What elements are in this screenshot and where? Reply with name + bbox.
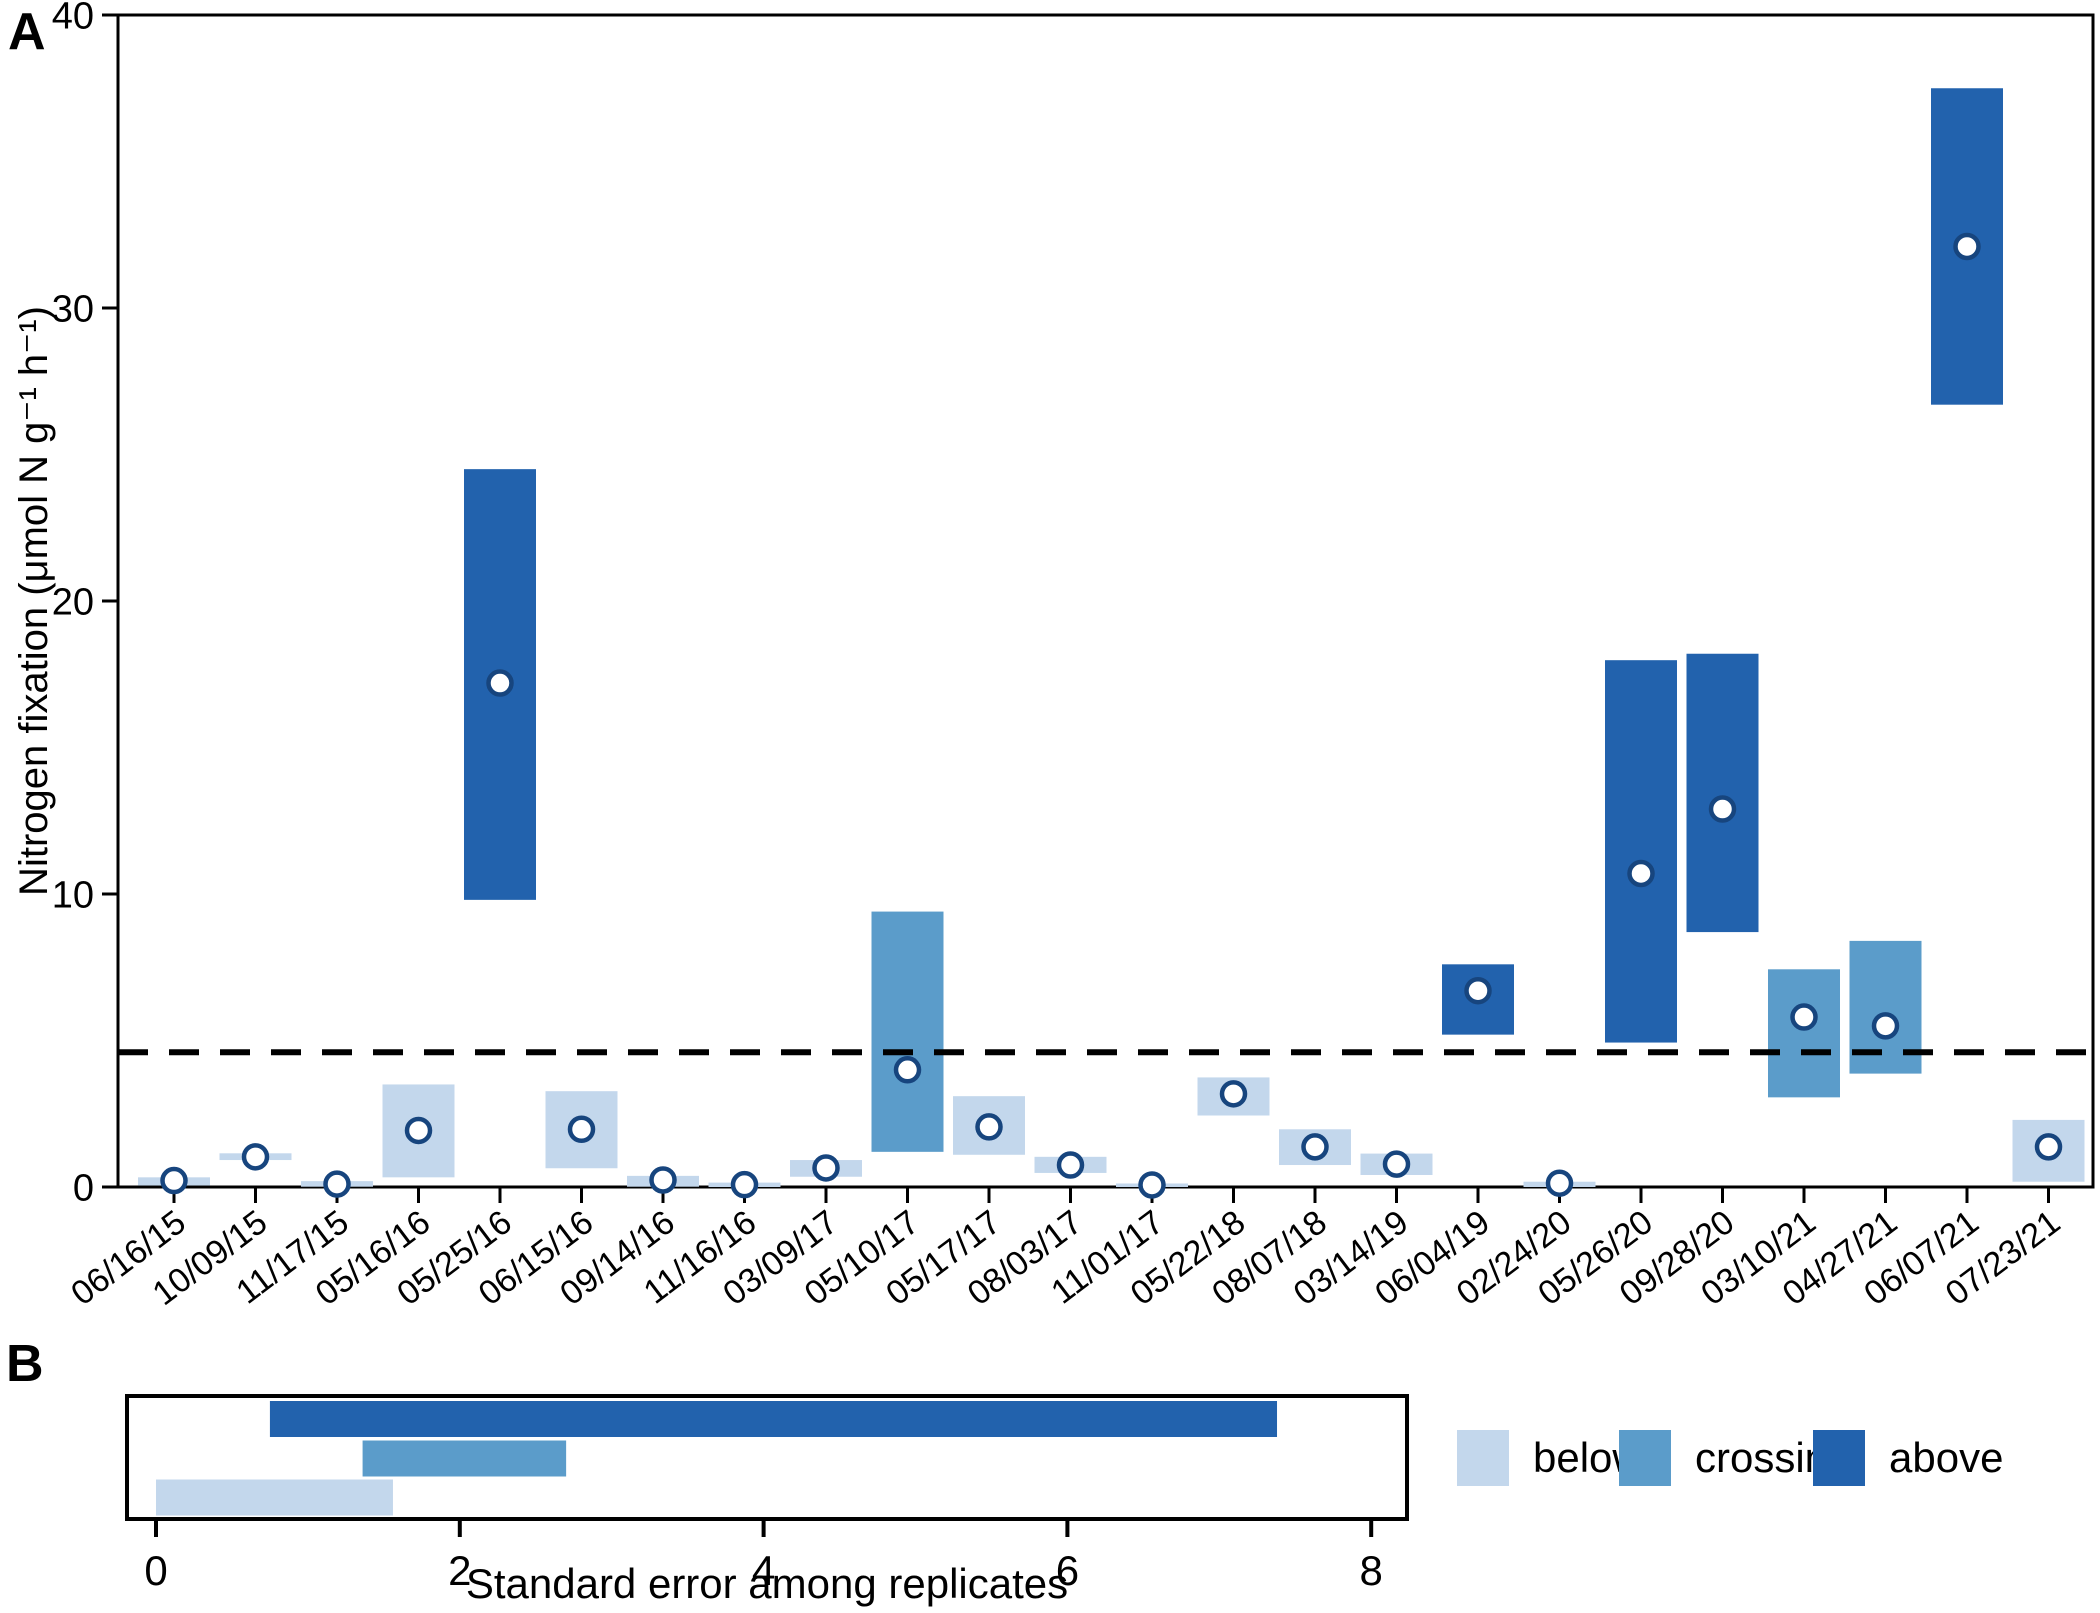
mean-point-1: [241, 1143, 270, 1171]
se-bar-below: [156, 1479, 393, 1516]
panel-b-frame: [125, 1394, 1409, 1521]
range-bar-18: [1605, 660, 1677, 1043]
mean-point-11: [1056, 1151, 1085, 1179]
panel-a-y-tick-label: 30: [52, 288, 94, 330]
panel-b-x-axis-label: Standard error among replicates: [465, 1560, 1069, 1607]
mean-point-20: [1790, 1003, 1818, 1031]
mean-point-4: [486, 669, 514, 697]
range-bar-9: [871, 911, 944, 1152]
panel-b-x-tick-label: 2: [448, 1547, 471, 1594]
legend-swatch-above-icon: [1813, 1430, 1865, 1486]
panel-a-label: A: [8, 3, 46, 61]
mean-point-16: [1464, 976, 1492, 1005]
mean-point-21: [1871, 1012, 1900, 1040]
mean-point-7: [730, 1170, 759, 1199]
range-bar-20: [1768, 969, 1840, 1098]
mean-point-15: [1382, 1150, 1411, 1178]
panel-a-y-axis-label: Nitrogen fixation (μmol N g⁻¹ h⁻¹): [12, 306, 56, 896]
panel-a-y-tick-label: 10: [52, 874, 94, 916]
range-bar-19: [1686, 653, 1759, 933]
mean-point-12: [1138, 1171, 1166, 1199]
mean-point-0: [160, 1166, 188, 1195]
mean-point-8: [812, 1154, 840, 1182]
panel-a-y-tick-label: 0: [73, 1167, 94, 1209]
mean-point-9: [893, 1056, 922, 1084]
legend-swatch-crossing-icon: [1619, 1430, 1671, 1486]
legend-swatch-below-icon: [1457, 1430, 1509, 1486]
mean-point-23: [2034, 1133, 2063, 1161]
se-bar-crossing: [362, 1440, 567, 1477]
mean-point-10: [975, 1113, 1003, 1141]
panel-b-x-tick-label: 4: [752, 1547, 775, 1594]
panel-b-x-tick-label: 8: [1360, 1547, 1383, 1594]
mean-point-3: [404, 1116, 433, 1145]
panel-b-x-tick-label: 0: [144, 1547, 167, 1594]
legend-item-below: below: [1457, 1429, 1643, 1487]
panel-b-x-tick-label: 6: [1056, 1547, 1079, 1594]
mean-point-22: [1953, 232, 1981, 261]
panel-a-y-tick-label: 40: [52, 0, 94, 37]
panel-b-label: B: [6, 1335, 44, 1393]
se-bar-above: [269, 1401, 1278, 1437]
legend-label-above: above: [1889, 1434, 2004, 1481]
mean-point-13: [1219, 1080, 1248, 1108]
panel-a-y-tick-label: 20: [52, 581, 94, 623]
mean-point-18: [1627, 859, 1655, 888]
mean-point-6: [649, 1166, 677, 1194]
legend-item-above: above: [1813, 1429, 2003, 1487]
mean-point-5: [567, 1115, 596, 1144]
mean-point-19: [1708, 795, 1737, 823]
mean-point-2: [323, 1170, 351, 1198]
mean-point-17: [1545, 1169, 1574, 1197]
mean-point-14: [1301, 1133, 1329, 1161]
